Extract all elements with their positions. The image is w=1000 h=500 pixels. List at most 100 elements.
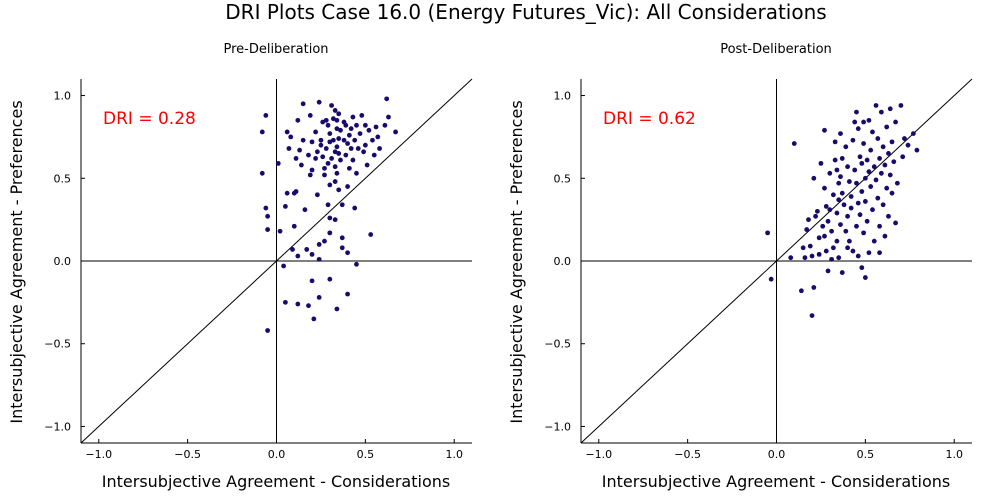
data-point bbox=[829, 256, 834, 262]
data-point bbox=[809, 313, 815, 318]
data-point bbox=[307, 113, 313, 118]
data-point bbox=[814, 208, 820, 214]
data-point bbox=[902, 136, 907, 141]
y-tick-label: 0.5 bbox=[554, 172, 572, 185]
data-point bbox=[327, 131, 333, 137]
data-point bbox=[857, 154, 863, 160]
data-point bbox=[891, 159, 897, 165]
data-point bbox=[839, 270, 845, 275]
y-tick-label: −0.5 bbox=[544, 338, 571, 351]
data-point bbox=[341, 137, 347, 143]
data-point bbox=[338, 157, 343, 163]
data-point bbox=[313, 129, 318, 135]
data-point bbox=[288, 134, 294, 140]
data-point bbox=[284, 190, 290, 196]
data-point bbox=[816, 235, 822, 241]
x-tick-label: 0.5 bbox=[857, 448, 875, 461]
data-point bbox=[884, 185, 890, 191]
x-tick-label: 1.0 bbox=[445, 448, 463, 461]
data-point bbox=[861, 119, 866, 125]
y-tick-label: −1.0 bbox=[44, 420, 71, 433]
data-point bbox=[336, 111, 342, 117]
data-point bbox=[845, 164, 850, 170]
data-point bbox=[323, 146, 329, 151]
data-point bbox=[323, 117, 329, 123]
data-point bbox=[829, 228, 834, 234]
data-point bbox=[877, 250, 882, 256]
data-point bbox=[818, 160, 824, 166]
data-point bbox=[822, 185, 827, 191]
data-point bbox=[854, 109, 859, 115]
x-tick-label: −0.5 bbox=[674, 448, 701, 461]
data-point bbox=[804, 227, 810, 232]
data-point bbox=[345, 141, 350, 146]
data-point bbox=[825, 268, 831, 274]
data-point bbox=[327, 215, 333, 221]
y-tick-label: −1.0 bbox=[544, 420, 571, 433]
data-point bbox=[302, 207, 308, 213]
data-point bbox=[798, 288, 804, 294]
data-point bbox=[295, 253, 301, 259]
data-point bbox=[816, 251, 822, 257]
data-point bbox=[265, 328, 271, 333]
data-point bbox=[332, 217, 338, 223]
dri-annotation: DRI = 0.62 bbox=[603, 109, 696, 129]
data-point bbox=[900, 154, 906, 160]
data-point bbox=[318, 137, 324, 143]
data-point bbox=[880, 144, 886, 150]
data-point bbox=[850, 137, 856, 143]
data-point bbox=[322, 165, 327, 171]
data-point bbox=[338, 127, 343, 133]
data-point bbox=[313, 156, 318, 161]
data-point bbox=[852, 167, 858, 173]
data-point bbox=[354, 122, 359, 128]
data-point bbox=[830, 245, 836, 251]
data-point bbox=[813, 213, 818, 219]
data-point bbox=[300, 137, 306, 143]
data-point bbox=[304, 247, 310, 252]
data-point bbox=[336, 136, 342, 141]
data-point bbox=[334, 306, 340, 312]
data-point bbox=[806, 217, 811, 223]
data-point bbox=[834, 167, 840, 173]
data-point bbox=[893, 220, 898, 226]
data-point bbox=[329, 103, 334, 108]
x-axis-label: Intersubjective Agreement - Consideratio… bbox=[602, 472, 950, 491]
data-point bbox=[854, 180, 859, 186]
data-point bbox=[295, 301, 301, 307]
data-point bbox=[290, 247, 295, 252]
data-point bbox=[345, 250, 350, 256]
data-point bbox=[864, 218, 870, 224]
x-tick-label: −1.0 bbox=[85, 448, 112, 461]
data-point bbox=[830, 192, 836, 198]
data-point bbox=[322, 238, 327, 244]
data-point bbox=[832, 139, 838, 145]
data-point bbox=[866, 250, 872, 256]
data-point bbox=[293, 156, 299, 161]
data-point bbox=[306, 152, 311, 158]
y-axis-label: Intersubjective Agreement - Preferences bbox=[7, 100, 26, 423]
data-point bbox=[291, 223, 297, 229]
data-point bbox=[893, 119, 898, 125]
data-point bbox=[320, 154, 326, 160]
data-point bbox=[871, 164, 877, 170]
data-point bbox=[875, 195, 881, 201]
data-point bbox=[325, 160, 331, 166]
y-tick-label: 1.0 bbox=[554, 90, 572, 103]
data-point bbox=[768, 276, 774, 282]
dri-annotation: DRI = 0.28 bbox=[103, 109, 196, 129]
panel-title: Pre-Deliberation bbox=[223, 42, 328, 57]
data-point bbox=[838, 222, 843, 228]
data-point bbox=[875, 136, 881, 141]
data-point bbox=[361, 149, 366, 155]
data-point bbox=[788, 255, 794, 261]
data-point bbox=[355, 146, 361, 151]
data-point bbox=[343, 152, 349, 158]
data-point bbox=[286, 146, 292, 151]
data-point bbox=[343, 122, 349, 128]
x-tick-label: −0.5 bbox=[174, 448, 201, 461]
data-point bbox=[823, 204, 829, 209]
data-point bbox=[295, 117, 301, 123]
data-point bbox=[802, 255, 808, 261]
